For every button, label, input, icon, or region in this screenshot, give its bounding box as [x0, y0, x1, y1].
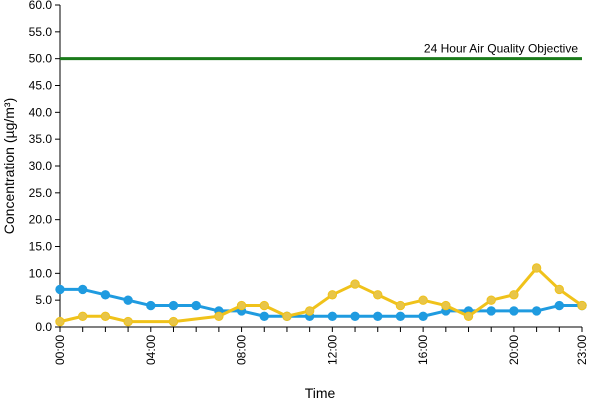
x-tick-label: 12:00 [325, 335, 339, 365]
data-point [509, 290, 519, 300]
data-point [373, 290, 383, 300]
data-point [554, 284, 565, 295]
data-point [191, 300, 201, 311]
data-point [463, 311, 474, 321]
series-group [55, 263, 587, 327]
y-axis-title: Concentration (µg/m³) [1, 98, 17, 234]
x-axis-title: Time [305, 385, 336, 400]
data-point [577, 300, 587, 311]
data-point [236, 300, 247, 311]
data-point [554, 300, 565, 311]
data-point [214, 311, 224, 321]
series-line [59, 266, 583, 324]
data-point [350, 279, 360, 289]
data-point [509, 306, 519, 316]
y-tick-label: 60.0 [29, 0, 53, 12]
data-point [100, 290, 111, 300]
y-tick-label: 15.0 [29, 240, 53, 254]
x-tick-label: 20:00 [507, 335, 521, 365]
y-tick-label: 20.0 [29, 213, 53, 227]
x-tick-label: 23:00 [575, 335, 589, 365]
data-point [77, 311, 88, 321]
data-point [146, 300, 156, 311]
data-point [100, 311, 111, 321]
x-tick-label: 04:00 [144, 335, 158, 365]
x-tick-label: 00:00 [53, 335, 67, 365]
data-point [373, 311, 383, 321]
y-tick-label: 45.0 [29, 79, 53, 93]
data-point [168, 300, 179, 311]
series-2 [55, 263, 587, 327]
data-point [486, 306, 496, 316]
y-tick-label: 10.0 [29, 266, 53, 280]
y-tick-label: 40.0 [29, 105, 53, 119]
data-point [531, 263, 542, 273]
data-point [350, 311, 360, 321]
y-tick-label: 30.0 [29, 159, 53, 173]
x-axis-ticks: 00:00 04:00 08:00 12:00 16:00 20:00 23:00 [53, 327, 589, 365]
data-point [441, 300, 451, 311]
data-point [486, 295, 496, 305]
data-point [395, 300, 406, 311]
data-point [77, 284, 88, 295]
reference-line-label: 24 Hour Air Quality Objective [424, 42, 578, 56]
data-point [304, 306, 315, 316]
data-point [259, 311, 269, 321]
y-tick-label: 55.0 [29, 25, 53, 39]
y-tick-label: 35.0 [29, 132, 53, 146]
data-point [327, 311, 338, 321]
data-point [123, 295, 133, 305]
data-point [282, 311, 292, 321]
data-point [418, 311, 428, 321]
y-tick-label: 5.0 [35, 293, 52, 307]
data-point [55, 284, 65, 295]
y-tick-label: 0.0 [35, 320, 52, 334]
data-point [259, 300, 269, 311]
data-point [395, 311, 406, 321]
x-tick-label: 08:00 [235, 335, 249, 365]
data-point [531, 306, 542, 316]
y-tick-label: 25.0 [29, 186, 53, 200]
data-point [327, 290, 338, 300]
y-tick-label: 50.0 [29, 52, 53, 66]
data-point [123, 316, 133, 327]
reference-line-group: 24 Hour Air Quality Objective [60, 42, 582, 61]
x-tick-label: 16:00 [416, 335, 430, 365]
data-point [55, 316, 65, 327]
y-axis-ticks: 0.0 5.0 10.0 15.0 20.0 25.0 30.0 35.0 40.0 45.0 50… [29, 0, 60, 334]
data-point [418, 295, 428, 305]
data-point [168, 316, 179, 327]
